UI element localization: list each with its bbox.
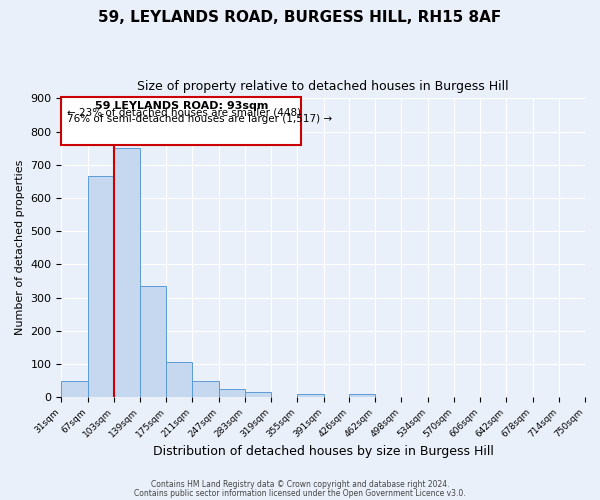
Bar [193, 380, 219, 397]
Bar [140, 286, 166, 397]
Bar [114, 148, 140, 397]
Bar [349, 394, 375, 397]
Text: 59 LEYLANDS ROAD: 93sqm: 59 LEYLANDS ROAD: 93sqm [95, 100, 268, 110]
Text: Contains public sector information licensed under the Open Government Licence v3: Contains public sector information licen… [134, 488, 466, 498]
Bar [88, 176, 114, 397]
Text: 76% of semi-detached houses are larger (1,517) →: 76% of semi-detached houses are larger (… [67, 114, 332, 124]
FancyBboxPatch shape [61, 96, 301, 146]
Text: Contains HM Land Registry data © Crown copyright and database right 2024.: Contains HM Land Registry data © Crown c… [151, 480, 449, 489]
Title: Size of property relative to detached houses in Burgess Hill: Size of property relative to detached ho… [137, 80, 509, 93]
Text: 59, LEYLANDS ROAD, BURGESS HILL, RH15 8AF: 59, LEYLANDS ROAD, BURGESS HILL, RH15 8A… [98, 10, 502, 25]
Bar [219, 389, 245, 397]
X-axis label: Distribution of detached houses by size in Burgess Hill: Distribution of detached houses by size … [153, 444, 494, 458]
Bar [245, 392, 271, 397]
Y-axis label: Number of detached properties: Number of detached properties [15, 160, 25, 336]
Bar [298, 394, 323, 397]
Text: ← 23% of detached houses are smaller (448): ← 23% of detached houses are smaller (44… [67, 108, 301, 118]
Bar [166, 362, 193, 397]
Bar [61, 380, 88, 397]
